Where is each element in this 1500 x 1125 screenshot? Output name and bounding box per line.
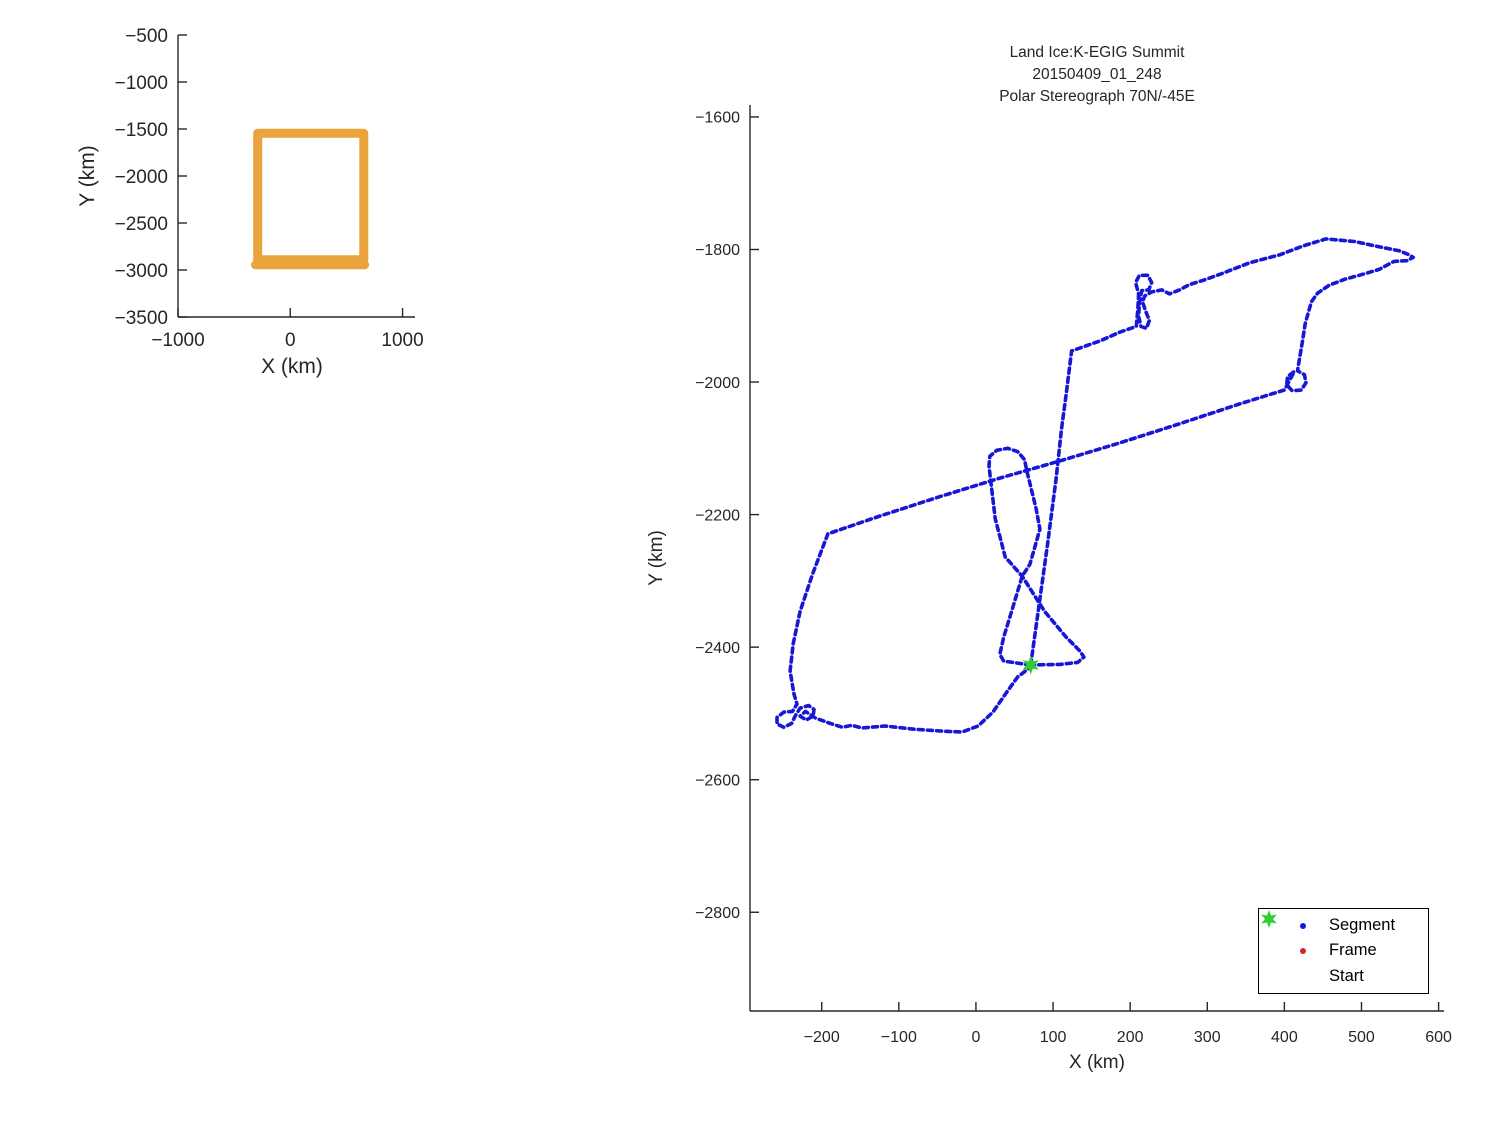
flight-track-x-tick-label: 100 — [1040, 1029, 1067, 1046]
coverage-inset-x-tick-label: 1000 — [381, 330, 423, 351]
coverage-inset-y-tick-label: −1000 — [115, 73, 168, 94]
legend-box: Segment Frame Start — [1258, 908, 1429, 994]
coverage-inset-y-tick-label: −1500 — [115, 120, 168, 141]
flight-track-y-tick-label: −2800 — [695, 905, 740, 922]
flight-track-x-tick-label: 500 — [1348, 1029, 1375, 1046]
legend-label-start: Start — [1329, 966, 1364, 985]
flight-track-y-tick-label: −1800 — [695, 242, 740, 259]
title-line-1: Land Ice:K-EGIG Summit — [1009, 44, 1185, 61]
coverage-inset-y-tick-label: −3500 — [115, 308, 168, 329]
flight-track-x-tick-label: −100 — [881, 1029, 917, 1046]
flight-track-x-tick-label: 200 — [1117, 1029, 1144, 1046]
summit-bowtie-track — [987, 446, 1086, 667]
coverage-inset-y-tick-label: −500 — [125, 26, 168, 47]
flight-track-y-tick-label: −1600 — [695, 110, 740, 127]
flight-track-x-tick-label: −200 — [804, 1029, 840, 1046]
legend-label-frame: Frame — [1329, 941, 1377, 960]
flight-track-x-tick-label: 600 — [1425, 1029, 1452, 1046]
inset-xaxis-label: X (km) — [261, 355, 323, 378]
flight-track-x-tick-label: 300 — [1194, 1029, 1221, 1046]
main-xaxis-label: X (km) — [1069, 1052, 1125, 1073]
coverage-inset-y-tick-label: −2000 — [115, 167, 168, 188]
coverage-inset-y-tick-label: −3000 — [115, 261, 168, 282]
flight-track-y-tick-label: −2400 — [695, 640, 740, 657]
track-extent-box — [253, 128, 369, 265]
main-plot-title: Land Ice:K-EGIG Summit 20150409_01_248 P… — [999, 42, 1195, 108]
flight-track-x-tick-label: 400 — [1271, 1029, 1298, 1046]
flight-track-y-tick-label: −2000 — [695, 375, 740, 392]
title-line-3: Polar Stereograph 70N/-45E — [999, 88, 1195, 105]
legend-item-start: Start — [1261, 910, 1428, 989]
flight-track-x-tick-label: 0 — [971, 1029, 980, 1046]
segment-dot-icon — [1291, 922, 1315, 929]
coverage-inset-x-tick-label: 0 — [285, 330, 296, 351]
legend-label-segment: Segment — [1329, 916, 1396, 935]
survey-loop-track — [775, 237, 1415, 734]
legend-item-frame: Frame — [1291, 938, 1428, 963]
flight-track-y-tick-label: −2200 — [695, 507, 740, 524]
flight-track-y-tick-label: −2600 — [695, 772, 740, 789]
frame-dot-icon — [1291, 947, 1315, 954]
coverage-inset-x-tick-label: −1000 — [151, 330, 204, 351]
title-line-2: 20150409_01_248 — [1032, 66, 1162, 83]
start-position-marker — [1022, 655, 1039, 675]
inset-yaxis-label: Y (km) — [76, 145, 99, 207]
coverage-inset-y-tick-label: −2500 — [115, 214, 168, 235]
main-yaxis-label: Y (km) — [646, 530, 667, 586]
legend-item-segment: Segment — [1291, 913, 1428, 938]
